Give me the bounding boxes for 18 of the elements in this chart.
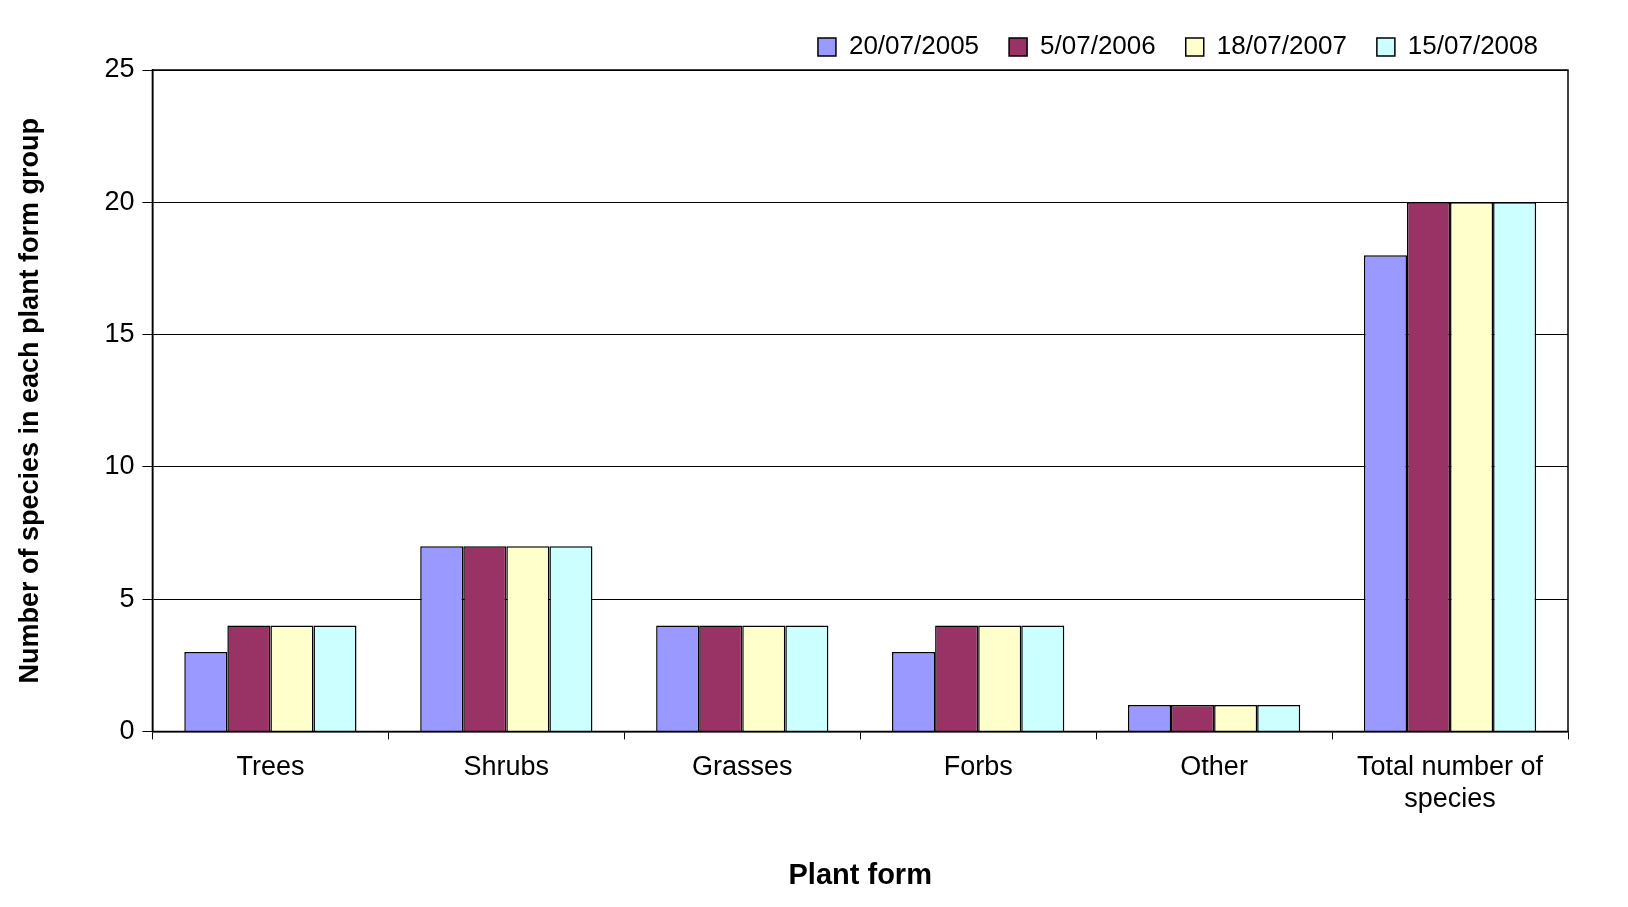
- x-axis-title: Plant form: [788, 857, 932, 890]
- legend-label: 15/07/2008: [1407, 30, 1539, 61]
- legend-label: 20/07/2005: [848, 30, 980, 61]
- legend-label: 18/07/2007: [1216, 30, 1347, 61]
- y-tick-label: 0: [119, 714, 135, 745]
- y-tick-label: 10: [104, 450, 135, 481]
- x-tick-label: Other: [1180, 751, 1248, 782]
- x-tick-label: Shrubs: [463, 751, 550, 782]
- legend-label: 5/07/2006: [1040, 30, 1156, 61]
- x-tick-label: Trees: [236, 751, 305, 782]
- x-tick-label: Forbs: [943, 751, 1013, 782]
- y-axis-title: Number of species in each plant form group: [13, 117, 44, 684]
- y-tick-label: 5: [119, 582, 135, 613]
- y-tick-label: 25: [104, 53, 135, 84]
- x-tick-label: Total number of species: [1356, 751, 1544, 814]
- x-tick-label: Grasses: [691, 751, 793, 782]
- y-tick-label: 20: [104, 185, 135, 216]
- y-tick-label: 15: [104, 318, 135, 349]
